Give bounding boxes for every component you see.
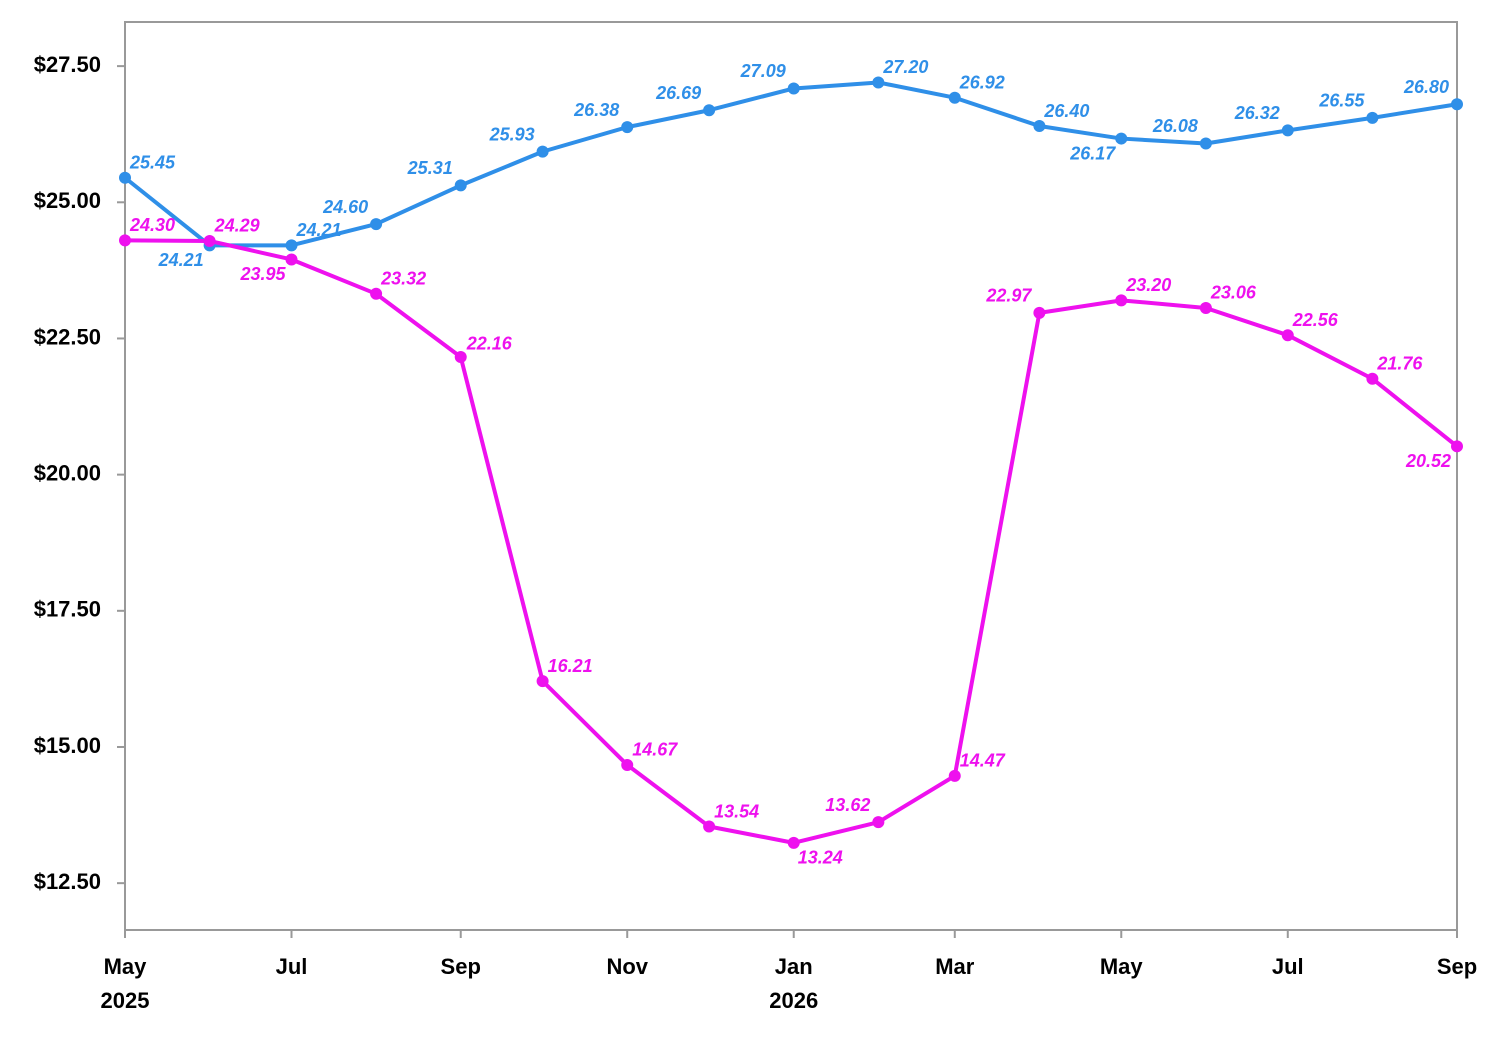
data-point xyxy=(370,218,383,231)
data-point xyxy=(203,234,216,247)
data-label: 24.60 xyxy=(322,197,368,217)
data-point xyxy=(1199,137,1212,150)
data-point xyxy=(285,253,298,266)
data-label: 22.97 xyxy=(985,286,1032,306)
x-tick-label: Jul xyxy=(1272,954,1304,979)
plot-frame xyxy=(124,21,1458,931)
data-point xyxy=(948,91,961,104)
data-point xyxy=(703,104,716,117)
y-tick-label: $27.50 xyxy=(34,52,101,77)
data-point xyxy=(1033,120,1046,133)
data-point xyxy=(1366,111,1379,124)
data-label: 24.21 xyxy=(158,250,204,270)
data-point xyxy=(119,171,131,184)
x-tick-label: May xyxy=(104,954,148,979)
data-label: 23.32 xyxy=(380,269,426,289)
data-label: 13.54 xyxy=(714,801,759,821)
data-label: 25.31 xyxy=(407,158,453,178)
y-tick-label: $15.00 xyxy=(34,733,101,758)
data-point xyxy=(454,179,467,192)
data-point xyxy=(1281,124,1294,137)
data-label: 26.17 xyxy=(1069,143,1116,163)
x-tick-label: Jul xyxy=(276,954,308,979)
data-label: 22.56 xyxy=(1292,310,1339,330)
data-point xyxy=(872,816,885,829)
data-point xyxy=(621,758,634,771)
x-tick-label: Mar xyxy=(935,954,975,979)
y-tick-label: $22.50 xyxy=(34,324,101,349)
data-label: 16.21 xyxy=(548,656,593,676)
x-tick-label: May xyxy=(1100,954,1144,979)
data-label: 21.76 xyxy=(1376,354,1423,374)
data-label: 14.67 xyxy=(632,740,678,760)
data-label: 14.47 xyxy=(960,751,1006,771)
data-point xyxy=(1366,372,1379,385)
y-tick-label: $17.50 xyxy=(34,597,101,622)
data-point xyxy=(621,121,634,134)
data-label: 25.93 xyxy=(489,124,535,144)
data-label: 26.40 xyxy=(1043,101,1089,121)
data-point xyxy=(1281,329,1294,342)
data-label: 23.06 xyxy=(1210,283,1257,303)
data-label: 26.08 xyxy=(1152,116,1198,136)
data-label: 24.30 xyxy=(129,215,175,235)
data-label: 13.62 xyxy=(825,795,870,815)
data-point xyxy=(872,76,885,89)
data-point xyxy=(787,836,800,849)
data-point xyxy=(948,769,961,782)
data-point xyxy=(1115,294,1128,307)
data-point xyxy=(119,234,131,247)
x-tick-label: Jan xyxy=(775,954,813,979)
data-label: 26.38 xyxy=(573,100,619,120)
y-tick-label: $12.50 xyxy=(34,869,101,894)
data-label: 24.29 xyxy=(214,216,260,236)
data-label: 27.09 xyxy=(740,61,786,81)
data-label: 26.80 xyxy=(1403,77,1449,97)
data-point xyxy=(285,239,298,252)
data-label: 25.45 xyxy=(129,153,176,173)
y-tick-label: $20.00 xyxy=(34,460,101,485)
data-point xyxy=(1115,132,1128,145)
data-point xyxy=(703,820,716,833)
data-point xyxy=(1451,440,1463,453)
x-tick-label: Nov xyxy=(606,954,648,979)
data-label: 20.52 xyxy=(1405,451,1451,471)
data-point xyxy=(787,82,800,95)
x-tick-label: Sep xyxy=(1437,954,1477,979)
data-point xyxy=(536,145,549,158)
data-label: 26.32 xyxy=(1234,103,1280,123)
data-point xyxy=(1033,306,1046,319)
data-label: 26.55 xyxy=(1318,91,1365,111)
data-label: 13.24 xyxy=(798,848,843,868)
data-point xyxy=(1451,98,1463,111)
data-point xyxy=(1199,301,1212,314)
data-label: 26.69 xyxy=(655,83,701,103)
data-label: 24.21 xyxy=(296,220,342,240)
y-tick-label: $25.00 xyxy=(34,188,101,213)
data-label: 22.16 xyxy=(466,334,513,354)
data-label: 26.92 xyxy=(959,72,1005,92)
data-label: 23.95 xyxy=(239,264,286,284)
data-label: 23.20 xyxy=(1125,275,1171,295)
series-line xyxy=(124,238,1459,845)
x-year-label: 2026 xyxy=(769,988,818,1013)
x-year-label: 2025 xyxy=(101,988,150,1013)
data-point xyxy=(454,350,467,363)
data-label: 27.20 xyxy=(882,57,928,77)
data-point xyxy=(370,287,383,300)
data-point xyxy=(536,675,549,688)
x-tick-label: Sep xyxy=(441,954,481,979)
